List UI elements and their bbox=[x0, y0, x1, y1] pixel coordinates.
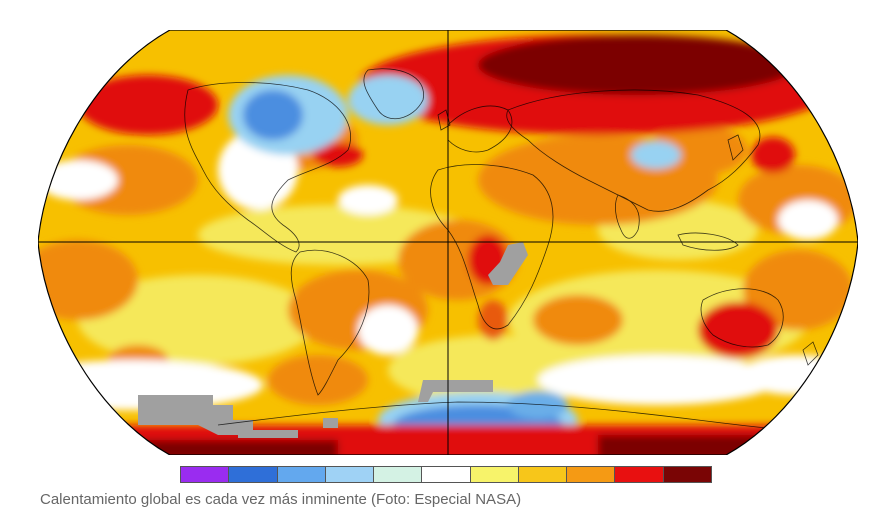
legend-swatch-9 bbox=[615, 467, 664, 482]
coastlines bbox=[184, 68, 819, 433]
legend-swatch-10 bbox=[663, 467, 711, 482]
legend-swatch-7 bbox=[518, 467, 568, 482]
legend-swatch-3 bbox=[325, 467, 375, 482]
anomaly-blobs bbox=[38, 35, 858, 455]
world-temperature-map bbox=[38, 30, 858, 455]
nodata-patches bbox=[138, 242, 528, 438]
legend-swatch-0 bbox=[181, 467, 230, 482]
map-border bbox=[38, 30, 858, 455]
legend-swatch-2 bbox=[277, 467, 326, 482]
image-caption: Calentamiento global es cada vez más inm… bbox=[40, 491, 522, 508]
legend-swatch-6 bbox=[470, 467, 519, 482]
color-legend bbox=[180, 466, 712, 483]
legend-swatch-4 bbox=[374, 467, 423, 482]
legend-swatch-5 bbox=[422, 467, 471, 482]
legend-swatch-1 bbox=[229, 467, 278, 482]
legend-swatch-8 bbox=[567, 467, 616, 482]
